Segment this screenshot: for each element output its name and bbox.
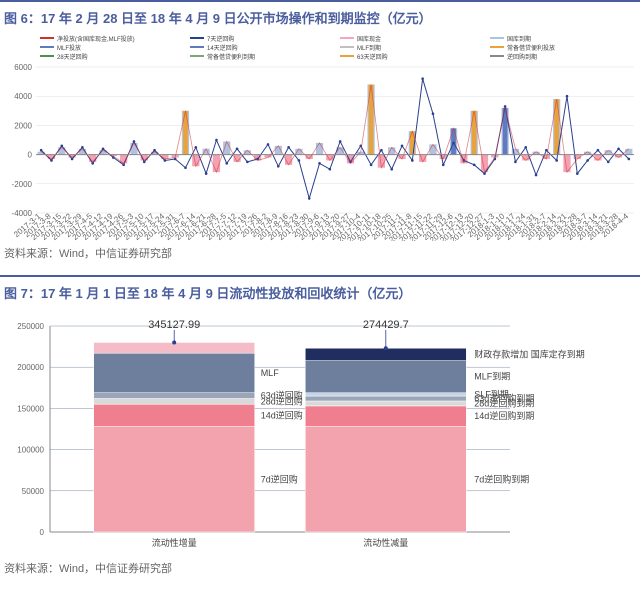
svg-text:345127.99: 345127.99 xyxy=(148,319,200,331)
svg-text:7d逆回购到期: 7d逆回购到期 xyxy=(474,473,529,484)
svg-text:4000: 4000 xyxy=(14,92,32,101)
svg-text:流动性增量: 流动性增量 xyxy=(152,537,197,548)
svg-text:SLF到期: SLF到期 xyxy=(474,388,509,399)
svg-text:国库到期: 国库到期 xyxy=(507,35,531,43)
svg-text:0: 0 xyxy=(28,151,33,160)
svg-text:28天逆回购: 28天逆回购 xyxy=(57,53,88,61)
svg-text:14d逆回购到期: 14d逆回购到期 xyxy=(474,410,534,421)
svg-text:2000: 2000 xyxy=(14,121,32,130)
svg-text:250000: 250000 xyxy=(17,322,44,331)
svg-text:MLF投放: MLF投放 xyxy=(57,44,81,52)
svg-text:7d逆回购: 7d逆回购 xyxy=(261,473,298,484)
fig6-svg: -4000-20000200040006000净投放(含国库现金,MLF投放)7… xyxy=(0,31,640,241)
figure-6-title: 图 6：17 年 2 月 28 日至 18 年 4 月 9 日公开市场操作和到期… xyxy=(0,2,640,31)
svg-text:-2000: -2000 xyxy=(12,180,33,189)
svg-text:MLF到期: MLF到期 xyxy=(474,371,510,382)
figure-7-source: 资料来源：Wind，中信证券研究部 xyxy=(0,556,640,584)
svg-text:6000: 6000 xyxy=(14,63,32,72)
svg-text:14天逆回购: 14天逆回购 xyxy=(207,44,238,52)
svg-text:常备借贷便利到期: 常备借贷便利到期 xyxy=(207,53,255,61)
svg-text:MLF到期: MLF到期 xyxy=(357,44,381,52)
fig7-svg: 0 50000 100000 150000 200000 250000 345127.99 流… xyxy=(0,306,640,556)
svg-text:7天逆回购: 7天逆回购 xyxy=(207,35,234,43)
svg-text:净投放(含国库现金,MLF投放): 净投放(含国库现金,MLF投放) xyxy=(57,35,135,43)
figure-7-title: 图 7：17 年 1 月 1 日至 18 年 4 月 9 日流动性投放和回收统计… xyxy=(0,277,640,306)
svg-text:财政存款增加 国库定存到期: 财政存款增加 国库定存到期 xyxy=(474,348,585,359)
svg-text:100000: 100000 xyxy=(17,446,44,455)
svg-text:50000: 50000 xyxy=(22,487,45,496)
figure-7-chart: 0 50000 100000 150000 200000 250000 345127.99 流… xyxy=(0,306,640,556)
svg-text:逆回购到期: 逆回购到期 xyxy=(507,53,537,61)
svg-text:63天逆回购: 63天逆回购 xyxy=(357,53,388,61)
svg-text:274429.7: 274429.7 xyxy=(363,319,409,331)
svg-text:常备借贷便利投放: 常备借贷便利投放 xyxy=(507,44,555,52)
figure-6: 图 6：17 年 2 月 28 日至 18 年 4 月 9 日公开市场操作和到期… xyxy=(0,0,640,269)
svg-text:200000: 200000 xyxy=(17,363,44,372)
figure-6-chart: -4000-20000200040006000净投放(含国库现金,MLF投放)7… xyxy=(0,31,640,241)
svg-text:150000: 150000 xyxy=(17,404,44,413)
svg-text:国库现金: 国库现金 xyxy=(357,35,381,43)
svg-text:14d逆回购: 14d逆回购 xyxy=(261,409,303,420)
svg-text:63d逆回购: 63d逆回购 xyxy=(261,390,303,401)
svg-text:0: 0 xyxy=(40,528,45,537)
svg-text:MLF: MLF xyxy=(261,368,280,378)
figure-7: 图 7：17 年 1 月 1 日至 18 年 4 月 9 日流动性投放和回收统计… xyxy=(0,275,640,584)
figure-6-source: 资料来源：Wind，中信证券研究部 xyxy=(0,241,640,269)
svg-text:流动性减量: 流动性减量 xyxy=(363,537,408,548)
